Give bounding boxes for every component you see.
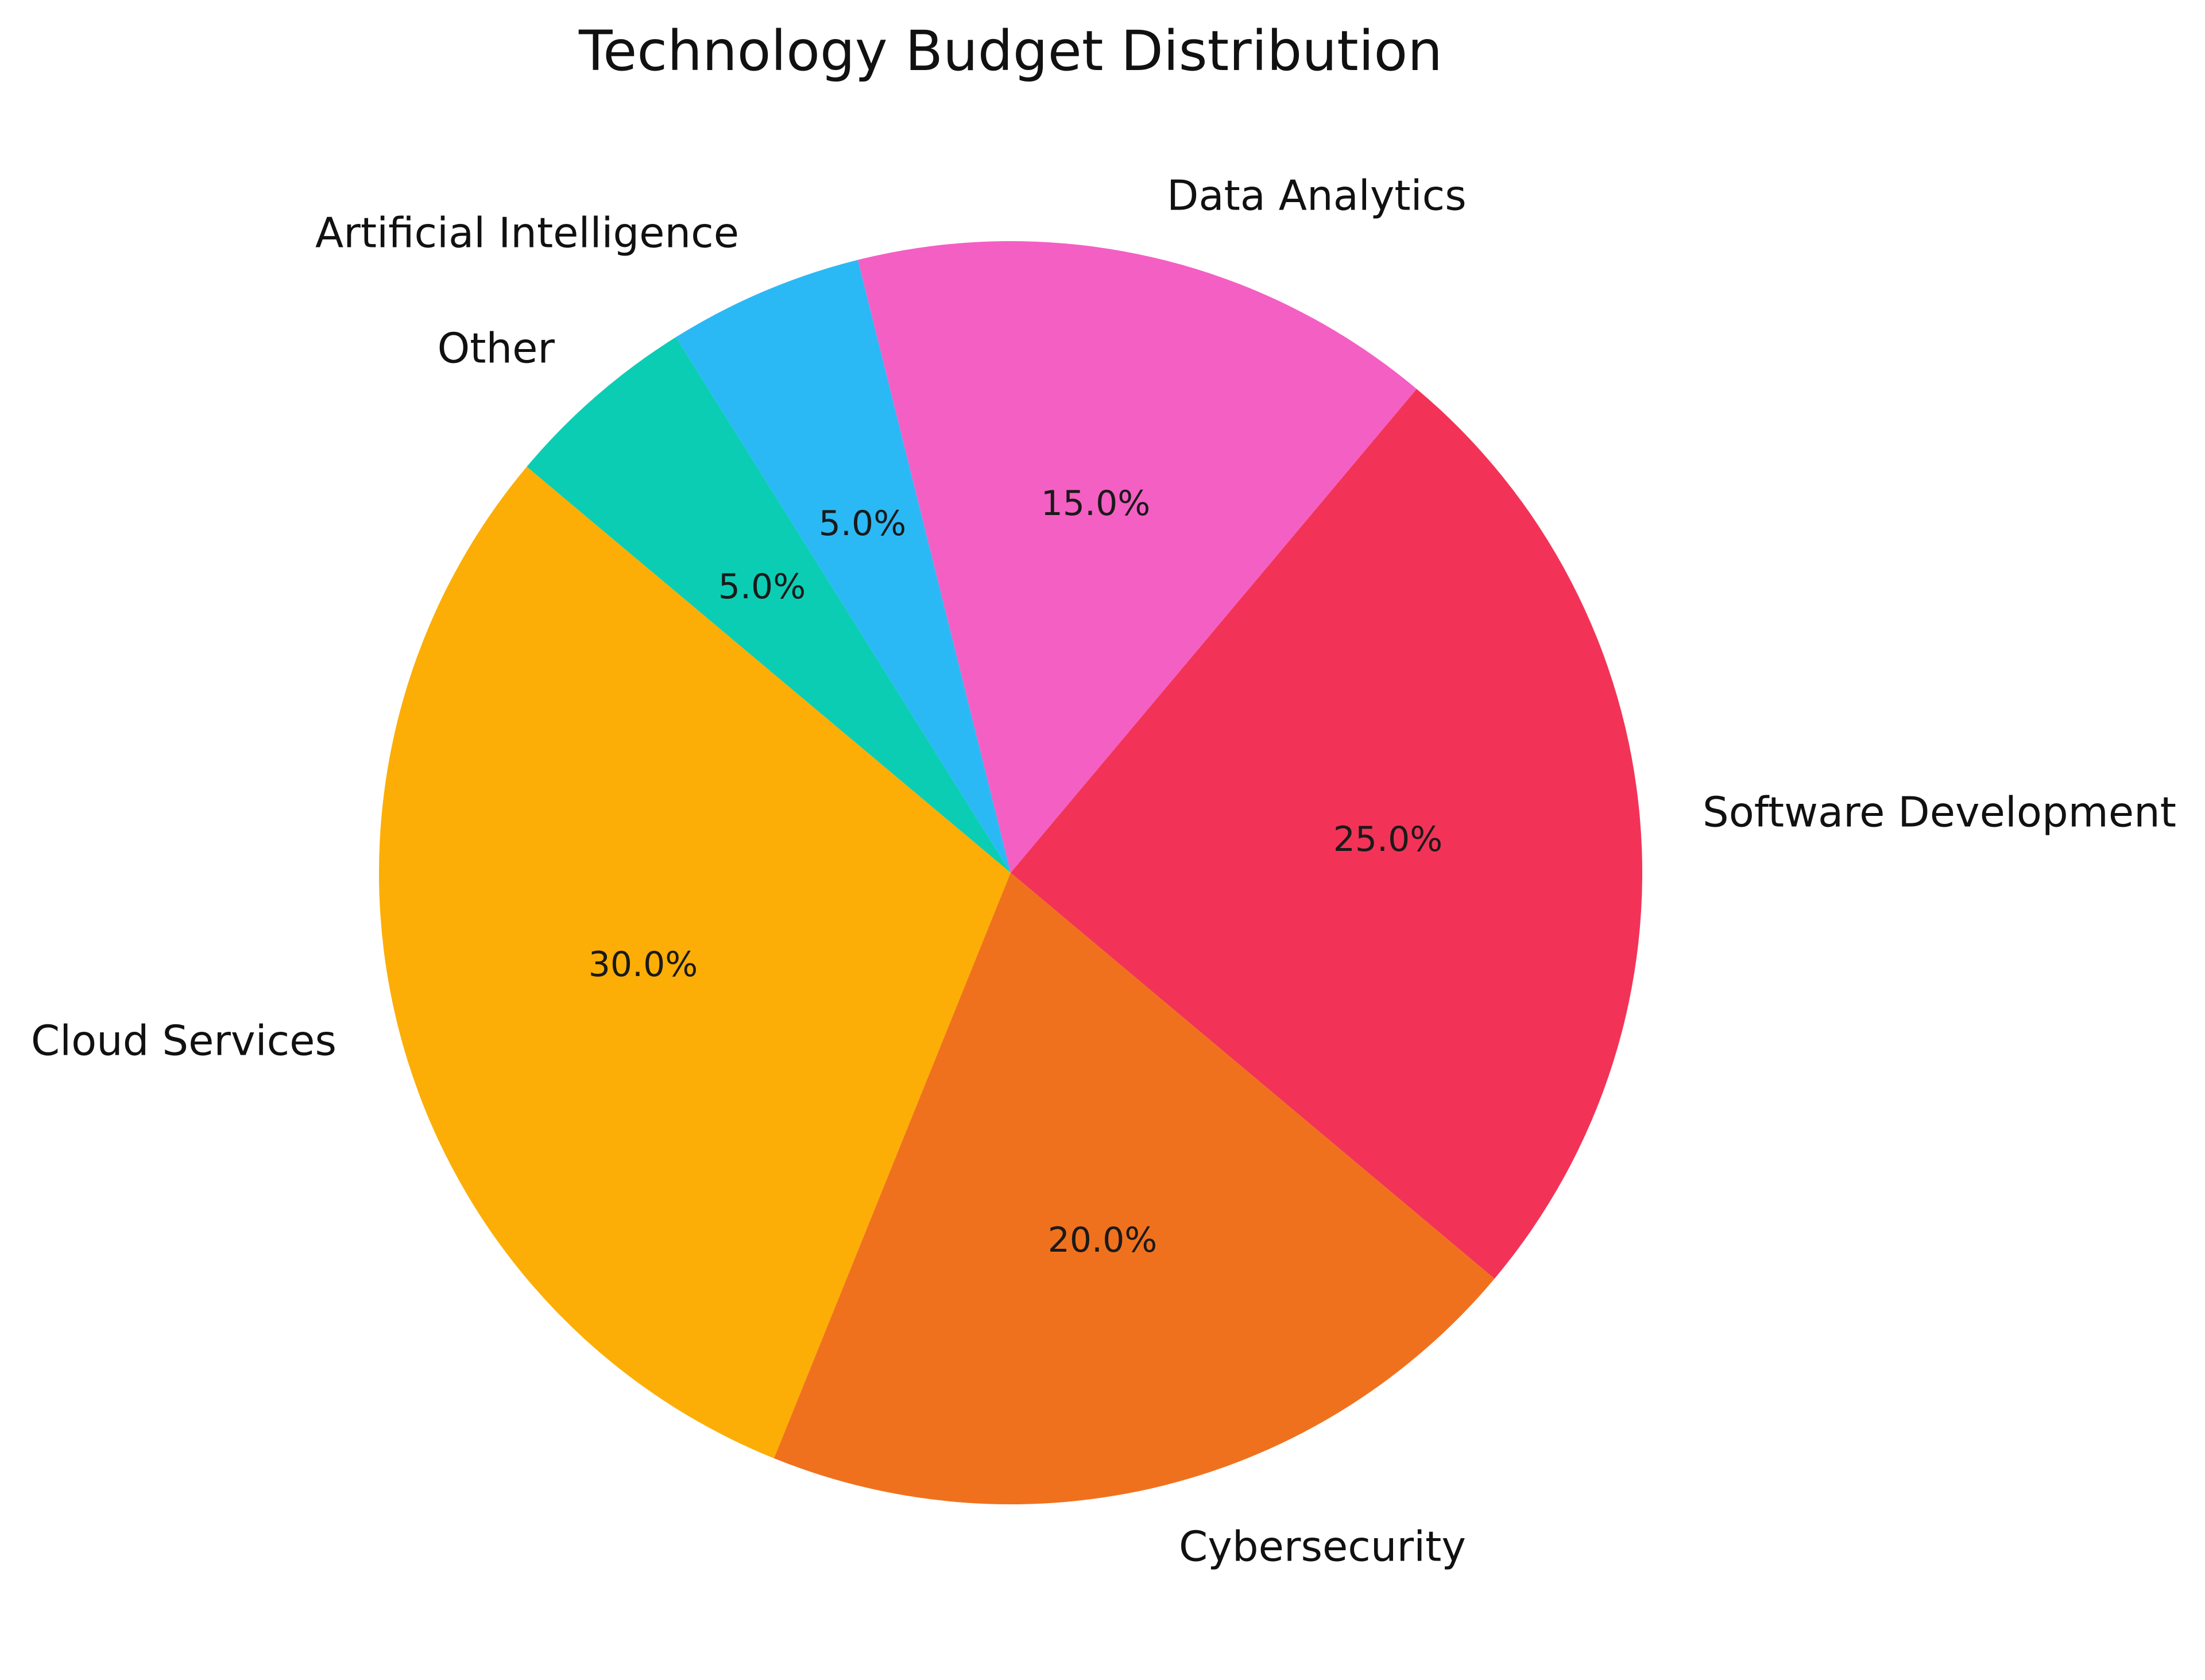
pie-slice-software-development	[1011, 389, 1643, 1279]
slice-label-other: Other	[437, 324, 555, 373]
slice-label-artificial-intelligence: Artificial Intelligence	[315, 208, 739, 257]
slice-label-cybersecurity: Cybersecurity	[1179, 1522, 1466, 1571]
slice-percent-software-development: 25.0%	[1333, 819, 1443, 860]
slice-percent-cloud-services: 30.0%	[588, 944, 698, 985]
chart-title: Technology Budget Distribution	[578, 19, 1443, 83]
pie-slice-data-analytics	[857, 241, 1417, 873]
slice-percent-cybersecurity: 20.0%	[1047, 1220, 1158, 1260]
pie-slice-other	[527, 337, 1011, 873]
slice-percent-artificial-intelligence: 5.0%	[818, 504, 907, 544]
slice-label-data-analytics: Data Analytics	[1167, 171, 1467, 220]
slice-percent-data-analytics: 15.0%	[1040, 483, 1151, 524]
pie-slice-cybersecurity	[773, 873, 1495, 1505]
slice-label-software-development: Software Development	[1703, 788, 2176, 837]
pie-slice-cloud-services	[378, 466, 1011, 1458]
pie-slice-artificial-intelligence	[676, 260, 1011, 873]
slice-percent-other: 5.0%	[718, 567, 806, 607]
slice-label-cloud-services: Cloud Services	[30, 1016, 336, 1065]
